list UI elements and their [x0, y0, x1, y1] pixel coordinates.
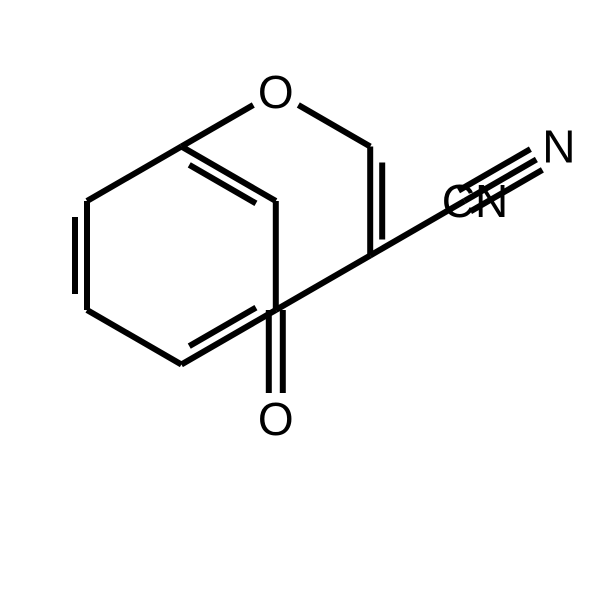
o-atom-label: O [258, 393, 294, 445]
molecule-diagram: O O N CN [0, 0, 600, 600]
o-atom-label: O [258, 66, 294, 118]
cn-group-label: CN [442, 175, 508, 227]
n-atom-label: N [542, 121, 575, 173]
